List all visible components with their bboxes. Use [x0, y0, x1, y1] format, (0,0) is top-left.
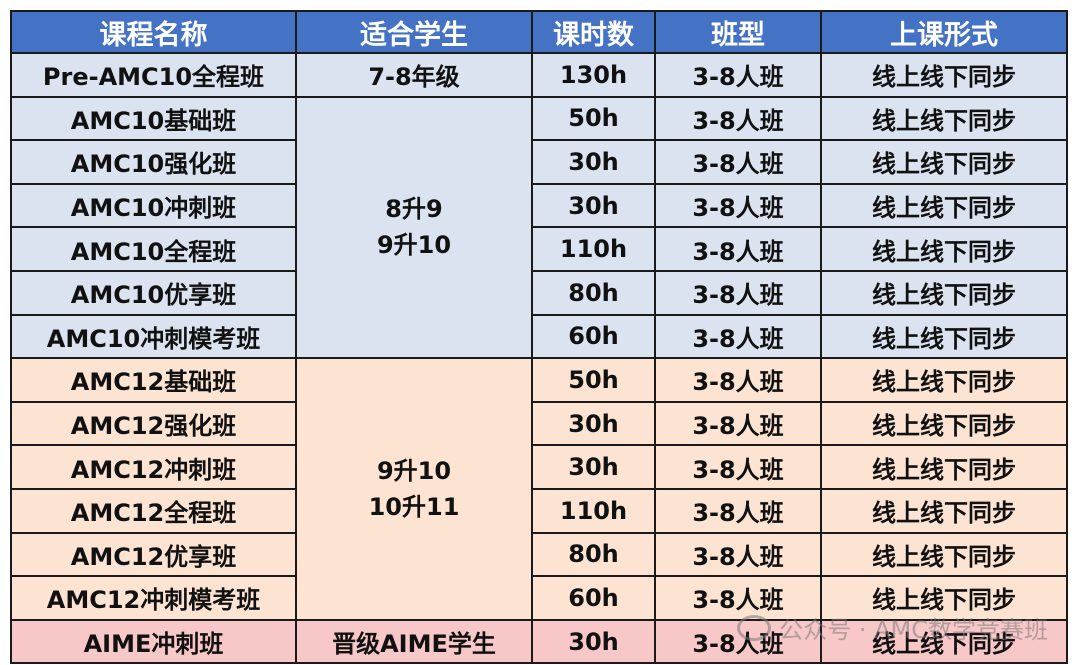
course-name: AMC10强化班: [10, 139, 297, 185]
header-hours: 课时数: [531, 10, 656, 54]
course-name: AMC12优享班: [10, 531, 297, 578]
table-row: AMC12优享班 80h 3-8人班 线上线下同步: [10, 531, 1068, 578]
course-name: AMC12冲刺班: [10, 444, 297, 490]
format: 线上线下同步: [820, 182, 1068, 229]
format: 线上线下同步: [820, 487, 1068, 534]
target-students: 7-8年级: [295, 52, 533, 98]
format: 线上线下同步: [820, 575, 1068, 621]
hours: 30h: [531, 618, 656, 665]
format: 线上线下同步: [820, 444, 1068, 490]
table-row: AMC10优享班 80h 3-8人班 线上线下同步: [10, 269, 1068, 316]
class-size: 3-8人班: [654, 444, 822, 490]
grade-line: 9升10: [376, 456, 452, 485]
table-header-row: 课程名称 适合学生 课时数 班型 上课形式: [10, 10, 1068, 54]
header-format: 上课形式: [820, 10, 1068, 54]
hours: 80h: [531, 269, 656, 316]
grade-line: 10升11: [368, 492, 460, 521]
hours: 110h: [531, 226, 656, 272]
course-table-container: 课程名称 适合学生 课时数 班型 上课形式 Pre-AMC10全程班 7-8年级…: [10, 10, 1068, 665]
grade-line: 8升9: [385, 195, 443, 224]
course-name: Pre-AMC10全程班: [10, 52, 297, 98]
course-name: AMC10冲刺班: [10, 182, 297, 229]
target-students-amc12: 9升10 10升11: [295, 357, 533, 621]
table-row: AMC10强化班 30h 3-8人班 线上线下同步: [10, 139, 1068, 185]
course-name: AMC12冲刺模考班: [10, 575, 297, 621]
table-row: AMC10冲刺模考班 60h 3-8人班 线上线下同步: [10, 313, 1068, 360]
class-size: 3-8人班: [654, 575, 822, 621]
class-size: 3-8人班: [654, 269, 822, 316]
hours: 60h: [531, 575, 656, 621]
table-row: Pre-AMC10全程班 7-8年级 130h 3-8人班 线上线下同步: [10, 52, 1068, 98]
format: 线上线下同步: [820, 139, 1068, 185]
class-size: 3-8人班: [654, 226, 822, 272]
table-row: AMC10全程班 110h 3-8人班 线上线下同步: [10, 226, 1068, 272]
class-size: 3-8人班: [654, 95, 822, 142]
class-size: 3-8人班: [654, 182, 822, 229]
table-row: AMC12基础班 9升10 10升11 50h 3-8人班 线上线下同步: [10, 357, 1068, 621]
hours: 30h: [531, 182, 656, 229]
course-name: AMC10基础班: [10, 95, 297, 142]
class-size: 3-8人班: [654, 400, 822, 447]
format: 线上线下同步: [820, 400, 1068, 447]
course-name: AMC10优享班: [10, 269, 297, 316]
header-target-students: 适合学生: [295, 10, 533, 54]
class-size: 3-8人班: [654, 618, 822, 665]
table-row: AMC10基础班 8升9 9升10 50h 3-8人班 线上线下同步: [10, 95, 1068, 360]
table-row: AMC12冲刺模考班 60h 3-8人班 线上线下同步: [10, 575, 1068, 621]
course-name: AMC12强化班: [10, 400, 297, 447]
grade-line: 9升10: [376, 231, 452, 260]
course-name: AMC12基础班: [10, 357, 297, 403]
hours: 30h: [531, 444, 656, 490]
table-row: AIME冲刺班 晋级AIME学生 30h 3-8人班 线上线下同步: [10, 618, 1068, 665]
header-class-size: 班型: [654, 10, 822, 54]
format: 线上线下同步: [820, 95, 1068, 142]
hours: 110h: [531, 487, 656, 534]
class-size: 3-8人班: [654, 139, 822, 185]
class-size: 3-8人班: [654, 531, 822, 578]
course-name: AMC10冲刺模考班: [10, 313, 297, 360]
course-table: 课程名称 适合学生 课时数 班型 上课形式 Pre-AMC10全程班 7-8年级…: [10, 10, 1068, 665]
format: 线上线下同步: [820, 226, 1068, 272]
hours: 50h: [531, 95, 656, 142]
hours: 30h: [531, 139, 656, 185]
format: 线上线下同步: [820, 618, 1068, 665]
class-size: 3-8人班: [654, 357, 822, 403]
hours: 60h: [531, 313, 656, 360]
course-name: AMC10全程班: [10, 226, 297, 272]
course-name: AMC12全程班: [10, 487, 297, 534]
target-students: 晋级AIME学生: [295, 618, 533, 665]
format: 线上线下同步: [820, 269, 1068, 316]
hours: 30h: [531, 400, 656, 447]
format: 线上线下同步: [820, 313, 1068, 360]
table-row: AMC12强化班 30h 3-8人班 线上线下同步: [10, 400, 1068, 447]
hours: 130h: [531, 52, 656, 98]
hours: 80h: [531, 531, 656, 578]
class-size: 3-8人班: [654, 487, 822, 534]
format: 线上线下同步: [820, 357, 1068, 403]
table-row: AMC12全程班 110h 3-8人班 线上线下同步: [10, 487, 1068, 534]
class-size: 3-8人班: [654, 313, 822, 360]
format: 线上线下同步: [820, 531, 1068, 578]
format: 线上线下同步: [820, 52, 1068, 98]
table-row: AMC12冲刺班 30h 3-8人班 线上线下同步: [10, 444, 1068, 490]
hours: 50h: [531, 357, 656, 403]
course-name: AIME冲刺班: [10, 618, 297, 665]
table-row: AMC10冲刺班 30h 3-8人班 线上线下同步: [10, 182, 1068, 229]
header-course-name: 课程名称: [10, 10, 297, 54]
target-students-amc10: 8升9 9升10: [295, 95, 533, 360]
class-size: 3-8人班: [654, 52, 822, 98]
